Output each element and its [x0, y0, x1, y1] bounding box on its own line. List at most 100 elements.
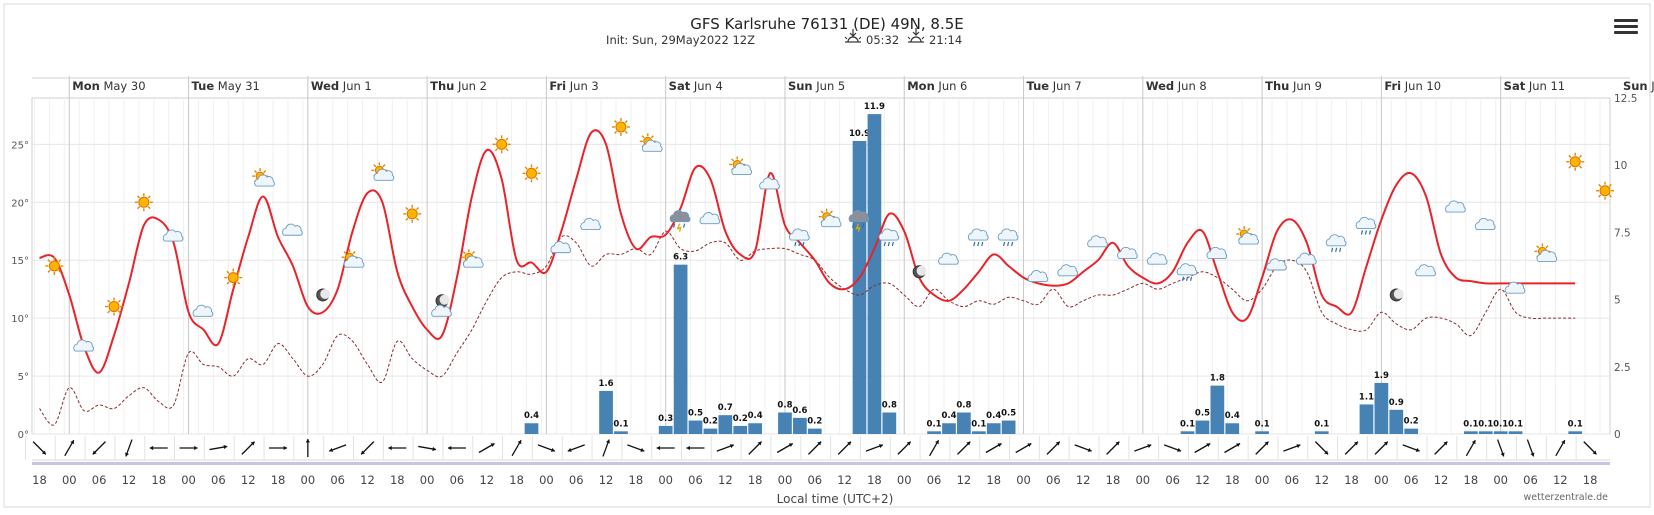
cloud-shape [1117, 246, 1138, 259]
x-tick-label: 18 [629, 473, 644, 487]
day-date: Jun 7 [1049, 79, 1082, 93]
precip-bar [748, 423, 763, 434]
precip-value-label: 0.7 [718, 403, 733, 413]
sun-cloud-icon [818, 208, 842, 228]
lightning-bolt [676, 223, 682, 232]
x-tick-label: 18 [390, 473, 405, 487]
sun-ray [614, 120, 618, 124]
wind-arrow-head [1471, 440, 1476, 445]
sun-ray [117, 299, 121, 303]
weather-icons [45, 117, 1615, 352]
wind-arrow-head [388, 445, 392, 451]
day-name: Fri [549, 79, 566, 93]
sunset-icon [907, 28, 925, 43]
x-tick-label: 12 [599, 473, 614, 487]
sun-ray [1238, 227, 1242, 231]
sun-icon [403, 204, 422, 223]
day-date: May 31 [214, 79, 260, 93]
precip-bar [986, 423, 1001, 434]
wind-arrow-head [1087, 447, 1092, 452]
wind-arrow-head [1383, 441, 1388, 446]
cloud-icon [192, 304, 214, 317]
x-tick-label: 18 [1344, 473, 1359, 487]
precip-bar [673, 264, 688, 434]
day-date: Jun 10 [1401, 79, 1441, 93]
x-tick-label: 12 [957, 473, 972, 487]
precip-value-label: 0.1 [1568, 419, 1583, 429]
moisture-band [32, 462, 1610, 465]
plot-area [31, 97, 1611, 435]
x-tick-label: 06 [1165, 473, 1180, 487]
rain-cloud-icon [1176, 263, 1198, 281]
cloud-shape [1087, 235, 1108, 248]
sun-ray [650, 135, 654, 139]
precip-bar [1508, 431, 1523, 434]
precip-bar [1314, 431, 1329, 434]
cloud-icon [1266, 258, 1287, 271]
cloud-shape [848, 210, 870, 223]
y-right-tick-label: 0 [1614, 429, 1621, 441]
precip-bar [1255, 431, 1269, 434]
x-tick-label: 00 [658, 473, 673, 487]
cloud-shape [1295, 252, 1317, 265]
sun-ray [1598, 194, 1602, 198]
wind-arrow-head [447, 445, 452, 451]
sun-ray [373, 164, 377, 168]
precip-bar [1001, 420, 1016, 434]
sun-cloud-icon [371, 162, 395, 181]
day-label: Sun Jun 12 [1623, 79, 1654, 93]
precip-bar [1359, 404, 1374, 434]
precip-bar [1180, 431, 1195, 434]
cloud-shape [463, 255, 484, 268]
precip-bar [524, 423, 539, 434]
precip-bar [957, 412, 971, 434]
cloud-shape [73, 339, 94, 352]
precip-bar [1389, 409, 1404, 434]
day-date: Jun 11 [1525, 79, 1565, 93]
day-date: Jun 6 [935, 79, 968, 93]
x-tick-label: 06 [92, 473, 107, 487]
precip-bar [599, 390, 613, 434]
sun-ray [1247, 227, 1251, 231]
precip-bar [1225, 423, 1240, 434]
cloud-shape [1206, 246, 1228, 259]
day-date: Jun 4 [690, 79, 723, 93]
wind-arrow-head [41, 450, 46, 455]
x-tick-label: 06 [807, 473, 822, 487]
chart-menu-button[interactable] [1614, 16, 1638, 36]
day-date: Jun 3 [566, 79, 599, 93]
sun-ray [494, 148, 498, 152]
cloud-shape [1176, 263, 1198, 276]
sun-ray [1536, 245, 1540, 249]
sun-ray [1568, 165, 1572, 169]
cloud-shape [550, 241, 572, 254]
precip-value-label: 11.9 [864, 102, 885, 112]
wind-arrow-head [1354, 441, 1358, 446]
init-label: Init: Sun, 29May2022 12Z [606, 33, 755, 47]
day-name: Sun [788, 79, 813, 93]
wind-arrow-head [70, 440, 74, 445]
cloud-icon [162, 229, 184, 242]
chart-border [3, 3, 1651, 508]
rain-drop [1368, 230, 1372, 235]
x-tick-label: 06 [569, 473, 584, 487]
rain-drop [1003, 241, 1006, 247]
dewpoint-line [39, 230, 1576, 426]
grid-layer [3, 3, 1651, 508]
cloud-shape [731, 162, 752, 175]
rain-cloud-icon [789, 228, 810, 247]
x-tick-label: 06 [688, 473, 703, 487]
sun-disc [615, 121, 627, 133]
day-name: Tue [192, 79, 215, 93]
x-tick-label: 00 [1135, 473, 1150, 487]
rain-drop [1011, 241, 1014, 247]
day-date: Jun 2 [454, 79, 487, 93]
sun-icon [492, 135, 511, 154]
y-right-tick-label: 2.5 [1614, 362, 1631, 374]
precip-value-label: 0.1 [1478, 419, 1493, 429]
sun-ray [614, 130, 618, 134]
sun-ray [136, 195, 141, 199]
sun-ray [147, 206, 151, 210]
wind-arrow-head [517, 440, 522, 445]
